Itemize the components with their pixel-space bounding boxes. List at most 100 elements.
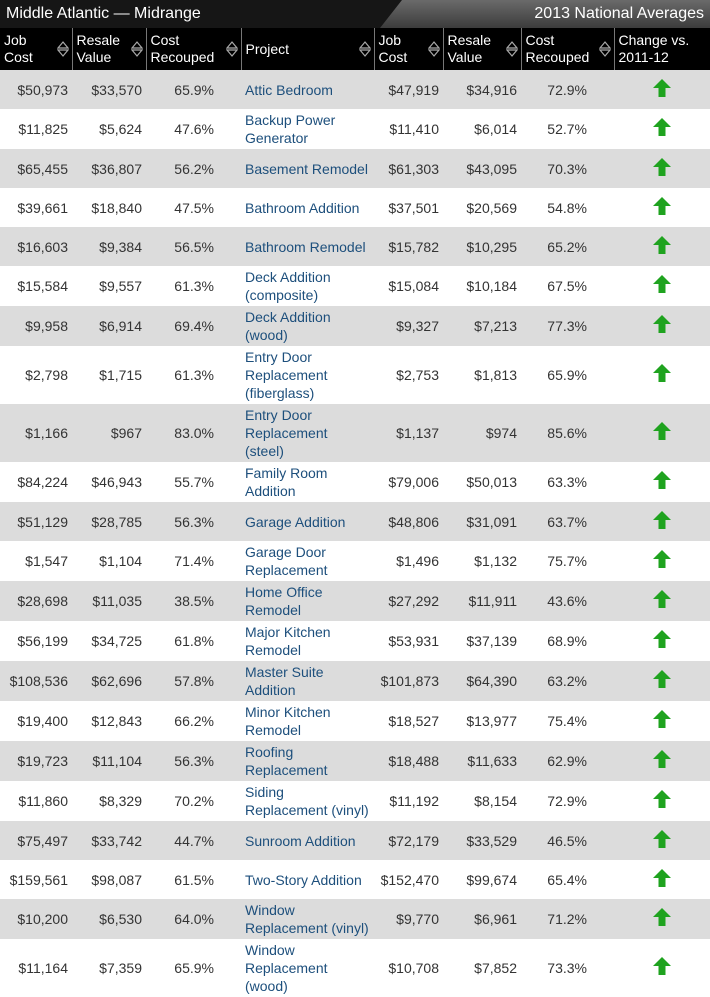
cell: $10,295: [443, 227, 521, 266]
table-row: $65,455 $36,807 56.2% Basement Remodel $61,3…: [0, 149, 710, 188]
project-link[interactable]: Minor Kitchen Remodel: [245, 704, 331, 738]
project-link[interactable]: Garage Addition: [241, 502, 374, 541]
cell: 71.4%: [174, 553, 214, 569]
table-row: $1,166 $967 83.0% Entry Door Replacement (s…: [0, 404, 710, 462]
change-cell: [614, 541, 710, 581]
cell: 66.2%: [174, 713, 214, 729]
project-link[interactable]: Basement Remodel: [241, 149, 374, 188]
column-header[interactable]: Resale Value: [71, 28, 146, 70]
cost-table: Job Cost Resale Value Cost Recouped Project…: [0, 28, 710, 997]
up-arrow: [653, 790, 671, 808]
cell: 83.0%: [146, 404, 241, 462]
project-link[interactable]: Two-Story Addition: [245, 871, 362, 888]
cell: $46,943: [91, 474, 142, 490]
title: Middle Atlantic — Midrange: [6, 5, 201, 22]
cell: $11,825: [18, 121, 68, 137]
project-link[interactable]: Family Room Addition: [245, 465, 328, 499]
change-cell: [614, 899, 710, 939]
project-link[interactable]: Siding Replacement (vinyl): [245, 784, 369, 818]
column-label: Change vs. 2011-12: [618, 32, 690, 65]
change-cell: [614, 781, 710, 821]
column-label: Project: [245, 40, 290, 57]
project-link[interactable]: Master Suite Addition: [241, 661, 374, 701]
up-arrow: [653, 630, 671, 648]
cell: 70.3%: [521, 149, 614, 188]
up-arrow: [653, 275, 671, 293]
national-label: 2013 National Averages: [534, 5, 704, 22]
column-header[interactable]: Cost Recouped: [145, 28, 241, 70]
up-arrow: [653, 315, 671, 333]
table-row: $56,199 $34,725 61.8% Major Kitchen Remodel…: [0, 621, 710, 661]
change-cell: [614, 266, 710, 306]
cell: $11,410: [389, 121, 439, 137]
cell: 75.7%: [547, 553, 587, 569]
table-row: $159,561 $98,087 61.5% Two-Story Addition $1…: [0, 860, 710, 899]
cell: 70.2%: [174, 793, 214, 809]
cell: $1,547: [25, 553, 68, 569]
project-link[interactable]: Attic Bedroom: [241, 70, 374, 109]
project-link[interactable]: Bathroom Addition: [245, 199, 360, 216]
sort-icon: [130, 41, 143, 57]
cell: $34,725: [91, 633, 142, 649]
cell: $15,584: [17, 278, 68, 294]
table-row: $84,224 $46,943 55.7% Family Room Addition $…: [0, 462, 710, 502]
column-label: Resale Value: [76, 32, 121, 65]
cell: $28,785: [72, 502, 146, 541]
project-link[interactable]: Window Replacement (wood): [245, 942, 328, 994]
cell: 54.8%: [547, 199, 587, 216]
cell: 57.8%: [146, 661, 241, 701]
cell: $9,327: [374, 306, 443, 346]
change-cell: [614, 306, 710, 346]
cell: $2,798: [25, 367, 68, 383]
change-cell: [614, 109, 710, 149]
project-link[interactable]: Major Kitchen Remodel: [245, 624, 331, 658]
project-link[interactable]: Roofing Replacement: [241, 741, 374, 781]
change-cell: [614, 939, 710, 997]
cell: $7,213: [443, 306, 521, 346]
change-cell: [614, 621, 710, 661]
cell: $7,359: [99, 960, 142, 976]
project-link[interactable]: Backup Power Generator: [245, 112, 336, 146]
cell: 47.6%: [174, 121, 214, 137]
project-link[interactable]: Entry Door Replacement (steel): [241, 404, 374, 462]
up-arrow: [653, 422, 671, 440]
cell: $11,911: [443, 581, 521, 621]
cell: $75,497: [0, 821, 72, 860]
cell: $36,807: [72, 149, 146, 188]
cell: $79,006: [388, 474, 439, 490]
up-arrow: [653, 364, 671, 382]
up-arrow: [653, 118, 671, 136]
cell: $51,129: [0, 502, 72, 541]
column-header[interactable]: Job Cost: [0, 28, 72, 70]
cell: $11,104: [72, 741, 146, 781]
project-link[interactable]: Entry Door Replacement (fiberglass): [245, 349, 328, 401]
cell: $10,184: [466, 278, 517, 294]
cell: 85.6%: [521, 404, 614, 462]
cell: $6,014: [474, 121, 517, 137]
change-cell: [614, 346, 710, 404]
cell: $152,470: [380, 871, 439, 888]
column-header[interactable]: Resale Value: [442, 28, 521, 70]
cell: $1,132: [474, 553, 517, 569]
column-header[interactable]: Cost Recouped: [520, 28, 614, 70]
cell: $37,139: [466, 633, 517, 649]
project-link[interactable]: Home Office Remodel: [241, 581, 374, 621]
sort-icon: [598, 41, 611, 57]
project-link[interactable]: Garage Door Replacement: [245, 544, 328, 578]
column-header[interactable]: Job Cost: [373, 28, 443, 70]
up-arrow: [653, 157, 671, 176]
cell: 65.9%: [174, 960, 214, 976]
cell: $56,199: [17, 633, 68, 649]
up-arrow: [653, 750, 671, 768]
change-cell: [614, 404, 710, 462]
cell: $1,715: [99, 367, 142, 383]
project-link[interactable]: Bathroom Remodel: [241, 227, 374, 266]
national-tab: 2013 National Averages: [380, 0, 710, 28]
project-link[interactable]: Deck Addition (composite): [245, 269, 331, 303]
column-header[interactable]: Project: [240, 28, 374, 70]
column-label: Cost Recouped: [525, 32, 590, 65]
project-link[interactable]: Window Replacement (vinyl): [241, 899, 374, 939]
project-link[interactable]: Sunroom Addition: [241, 821, 374, 860]
project-link[interactable]: Deck Addition (wood): [241, 306, 374, 346]
cell: 63.2%: [521, 661, 614, 701]
